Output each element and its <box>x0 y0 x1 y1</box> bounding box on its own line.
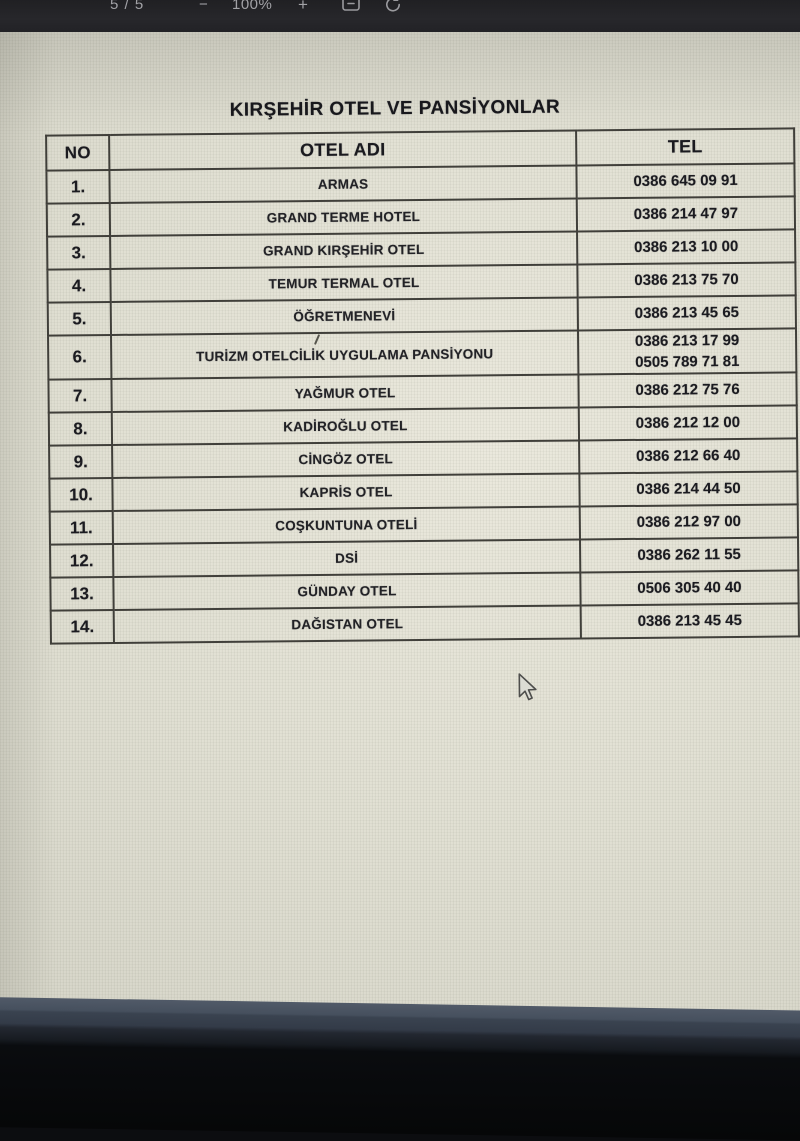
page-separator: / <box>124 0 130 13</box>
tel-line: 0386 213 45 45 <box>637 611 743 630</box>
row-tel: 0386 212 97 00 <box>579 504 798 540</box>
row-name: COŞKUNTUNA OTELİ <box>112 506 580 544</box>
fit-page-button[interactable] <box>341 0 361 18</box>
row-name: KADİROĞLU OTEL <box>111 407 580 445</box>
row-tel: 0386 213 75 70 <box>577 262 796 298</box>
row-name: GRAND TERME HOTEL <box>109 198 578 236</box>
row-tel: 0386 645 09 91 <box>576 163 795 199</box>
tel-line: 0386 212 12 00 <box>635 413 741 432</box>
tel-line: 0386 213 75 70 <box>634 270 739 289</box>
laptop-bezel <box>0 997 800 1141</box>
tel-line: 0386 213 10 00 <box>633 237 739 256</box>
rotate-icon <box>383 0 403 18</box>
mouse-cursor-icon <box>515 672 537 707</box>
row-no: 14. <box>50 609 114 644</box>
tel-line: 0386 212 75 76 <box>635 380 740 399</box>
table-row: 14. DAĞISTAN OTEL 0386 213 45 45 <box>50 603 799 644</box>
tel-line: 0386 212 97 00 <box>636 512 742 531</box>
row-no: 3. <box>47 235 111 270</box>
row-name: YAĞMUR OTEL <box>111 374 579 412</box>
zoom-out-button[interactable]: − <box>199 0 208 17</box>
tel-line: 0386 213 45 65 <box>634 303 740 322</box>
header-otel-adi: OTEL ADI <box>109 130 577 170</box>
row-tel: 0506 305 40 40 <box>580 570 799 606</box>
row-no: 13. <box>50 576 114 611</box>
row-tel: 0386 212 66 40 <box>579 438 798 474</box>
pdf-viewer-toolbar: 5 / 5 − 100% + <box>0 0 800 32</box>
hotel-table-body: 1. ARMAS 0386 645 09 91 2. GRAND TERME H… <box>46 163 799 644</box>
row-tel: 0386 213 45 45 <box>580 603 799 639</box>
row-no: 12. <box>50 543 114 578</box>
row-tel: 0386 212 75 76 <box>578 372 797 408</box>
tel-line: 0386 213 17 99 <box>634 331 740 350</box>
zoom-level[interactable]: 100% <box>232 0 273 13</box>
row-tel: 0386 214 47 97 <box>576 196 796 232</box>
fit-page-icon <box>341 0 361 17</box>
row-name: TURİZM OTELCİLİK UYGULAMA PANSİYONU <box>111 330 579 379</box>
row-no: 5. <box>47 301 112 336</box>
page-title: KIRŞEHİR OTEL VE PANSİYONLAR <box>229 96 561 121</box>
row-no: 1. <box>46 169 110 204</box>
row-name: ÖĞRETMENEVİ <box>110 297 578 335</box>
plus-icon: + <box>298 0 308 14</box>
row-tel: 0386 214 44 50 <box>579 471 798 507</box>
row-no: 6. <box>48 334 112 380</box>
header-tel: TEL <box>576 128 795 166</box>
row-name: KAPRİS OTEL <box>112 473 580 511</box>
page-current[interactable]: 5 <box>110 0 120 13</box>
row-tel: 0386 213 45 65 <box>577 295 796 331</box>
document-content: KIRŞEHİR OTEL VE PANSİYONLAR NO OTEL ADI… <box>0 28 800 1071</box>
row-no: 2. <box>46 202 111 237</box>
header-no: NO <box>46 134 110 171</box>
row-no: 7. <box>48 378 112 413</box>
tel-line: 0386 212 66 40 <box>635 446 741 465</box>
table-row: 6. TURİZM OTELCİLİK UYGULAMA PANSİYONU 0… <box>48 328 797 380</box>
hotel-table: NO OTEL ADI TEL 1. ARMAS 0386 645 09 91 … <box>45 127 800 644</box>
row-name: GRAND KIRŞEHİR OTEL <box>110 231 578 269</box>
minus-icon: − <box>199 0 208 13</box>
row-tel: 0386 262 11 55 <box>579 537 799 573</box>
rotate-page-button[interactable] <box>383 0 403 19</box>
row-no: 10. <box>49 477 113 512</box>
row-no: 9. <box>49 444 113 479</box>
row-name: GÜNDAY OTEL <box>113 572 581 610</box>
zoom-in-button[interactable]: + <box>298 0 308 17</box>
row-no: 8. <box>48 411 113 446</box>
row-no: 4. <box>47 268 111 303</box>
row-name: TEMUR TERMAL OTEL <box>110 264 578 302</box>
row-name: DSİ <box>113 539 581 577</box>
row-name: DAĞISTAN OTEL <box>113 605 581 643</box>
tel-line: 0386 214 47 97 <box>633 204 739 223</box>
tel-line: 0505 789 71 81 <box>635 352 740 371</box>
tel-line: 0386 262 11 55 <box>637 545 741 564</box>
tel-line: 0506 305 40 40 <box>637 578 742 597</box>
row-tel: 0386 212 12 00 <box>578 405 798 441</box>
row-tel: 0386 213 10 00 <box>577 229 796 265</box>
row-name: ARMAS <box>109 165 577 203</box>
row-no: 11. <box>49 510 114 545</box>
tel-line: 0386 214 44 50 <box>636 479 741 498</box>
page-total: 5 <box>134 0 145 13</box>
tel-line: 0386 645 09 91 <box>633 171 738 190</box>
row-tel: 0386 213 17 99 0505 789 71 81 <box>577 328 797 375</box>
pdf-page: KIRŞEHİR OTEL VE PANSİYONLAR NO OTEL ADI… <box>0 32 800 1067</box>
page-indicator[interactable]: 5 / 5 <box>110 0 144 17</box>
row-name: CİNGÖZ OTEL <box>112 440 580 478</box>
